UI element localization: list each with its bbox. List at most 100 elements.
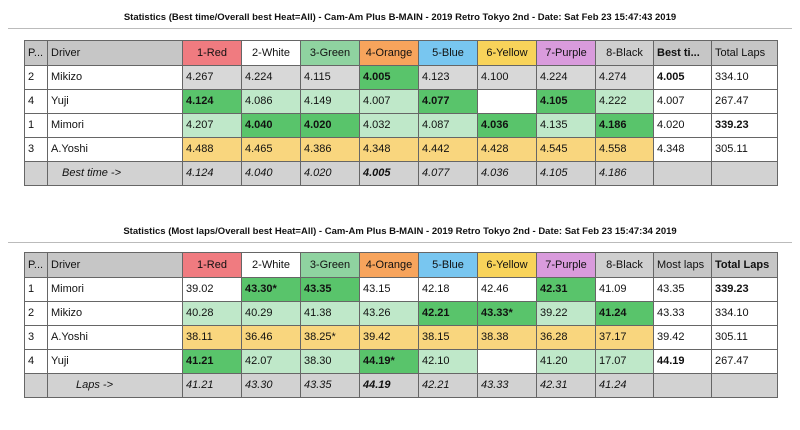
best-time-footer-row: Best time -> 4.124 4.040 4.020 4.005 4.0…	[24, 161, 778, 186]
time-cell: 4.224	[536, 65, 596, 90]
table-row[interactable]: 3 A.Yoshi 4.488 4.465 4.386 4.348 4.442 …	[24, 137, 778, 162]
footer-value: 4.020	[300, 161, 360, 186]
table-row[interactable]: 4 Yuji 4.124 4.086 4.149 4.007 4.077 4.1…	[24, 89, 778, 114]
table-row[interactable]: 4 Yuji 41.21 42.07 38.30 44.19* 42.10 41…	[24, 349, 778, 374]
footer-value: 43.33	[477, 373, 537, 398]
driver-cell: A.Yoshi	[47, 137, 183, 162]
time-cell: 4.267	[182, 65, 242, 90]
col-green-header[interactable]: 3-Green	[300, 40, 360, 66]
col-purple-header[interactable]: 7-Purple	[536, 252, 596, 278]
col-total-header[interactable]: Total Laps	[711, 252, 778, 278]
time-cell: 4.100	[477, 65, 537, 90]
laps-cell: 38.38	[477, 325, 537, 350]
col-yellow-header[interactable]: 6-Yellow	[477, 252, 537, 278]
col-best-header[interactable]: Best ti...	[653, 40, 712, 66]
footer-value: 43.35	[300, 373, 360, 398]
laps-cell: 38.30	[300, 349, 360, 374]
table-row[interactable]: 2 Mikizo 40.28 40.29 41.38 43.26 42.21 4…	[24, 301, 778, 326]
col-driver-header[interactable]: Driver	[47, 252, 183, 278]
best-cell: 4.020	[653, 113, 712, 138]
laps-cell: 37.17	[595, 325, 654, 350]
laps-cell: 38.11	[182, 325, 242, 350]
laps-cell: 42.31	[536, 277, 596, 302]
col-yellow-header[interactable]: 6-Yellow	[477, 40, 537, 66]
table-row[interactable]: 1 Mimori 39.02 43.30* 43.35 43.15 42.18 …	[24, 277, 778, 302]
most-laps-table: P... Driver 1-Red 2-White 3-Green 4-Oran…	[24, 252, 778, 398]
footer-blank-cell	[653, 161, 712, 186]
col-green-header[interactable]: 3-Green	[300, 252, 360, 278]
laps-cell: 42.21	[418, 301, 478, 326]
pos-cell: 2	[24, 65, 48, 90]
driver-cell: Mikizo	[47, 301, 183, 326]
laps-cell: 44.19*	[359, 349, 419, 374]
time-cell: 4.036	[477, 113, 537, 138]
time-cell: 4.040	[241, 113, 301, 138]
col-blue-header[interactable]: 5-Blue	[418, 40, 478, 66]
laps-cell: 38.25*	[300, 325, 360, 350]
pos-cell: 2	[24, 301, 48, 326]
footer-blank-cell	[24, 373, 48, 398]
col-total-header[interactable]: Total Laps	[711, 40, 778, 66]
footer-value: 42.21	[418, 373, 478, 398]
driver-cell: Yuji	[47, 349, 183, 374]
laps-cell: 43.26	[359, 301, 419, 326]
best-time-title: Statistics (Best time/Overall best Heat=…	[123, 12, 677, 23]
col-pos-header[interactable]: P...	[24, 40, 48, 66]
best-cell: 4.007	[653, 89, 712, 114]
col-most-laps-header[interactable]: Most laps	[653, 252, 712, 278]
best-time-table: P... Driver 1-Red 2-White 3-Green 4-Oran…	[24, 40, 778, 186]
driver-cell: Mimori	[47, 113, 183, 138]
col-white-header[interactable]: 2-White	[241, 252, 301, 278]
time-cell: 4.428	[477, 137, 537, 162]
col-white-header[interactable]: 2-White	[241, 40, 301, 66]
laps-cell: 36.46	[241, 325, 301, 350]
total-cell: 339.23	[711, 277, 778, 302]
laps-cell: 17.07	[595, 349, 654, 374]
col-red-header[interactable]: 1-Red	[182, 252, 242, 278]
col-black-header[interactable]: 8-Black	[595, 40, 654, 66]
time-cell: 4.274	[595, 65, 654, 90]
time-cell: 4.115	[300, 65, 360, 90]
driver-cell: A.Yoshi	[47, 325, 183, 350]
laps-cell: 38.15	[418, 325, 478, 350]
best-cell: 4.348	[653, 137, 712, 162]
laps-cell: 41.24	[595, 301, 654, 326]
laps-cell: 42.18	[418, 277, 478, 302]
laps-cell: 41.21	[182, 349, 242, 374]
laps-cell: 42.07	[241, 349, 301, 374]
footer-blank-cell	[711, 161, 778, 186]
total-cell: 267.47	[711, 349, 778, 374]
footer-value: 42.31	[536, 373, 596, 398]
col-blue-header[interactable]: 5-Blue	[418, 252, 478, 278]
time-cell: 4.348	[359, 137, 419, 162]
footer-value: 4.036	[477, 161, 537, 186]
col-driver-header[interactable]: Driver	[47, 40, 183, 66]
title-divider	[8, 28, 792, 29]
time-cell: 4.077	[418, 89, 478, 114]
col-black-header[interactable]: 8-Black	[595, 252, 654, 278]
col-purple-header[interactable]: 7-Purple	[536, 40, 596, 66]
footer-label: Laps ->	[47, 373, 183, 398]
footer-blank-cell	[24, 161, 48, 186]
footer-value: 4.105	[536, 161, 596, 186]
most-laps-cell: 43.33	[653, 301, 712, 326]
table-row[interactable]: 3 A.Yoshi 38.11 36.46 38.25* 39.42 38.15…	[24, 325, 778, 350]
laps-cell: 42.46	[477, 277, 537, 302]
total-cell: 339.23	[711, 113, 778, 138]
table-row[interactable]: 2 Mikizo 4.267 4.224 4.115 4.005 4.123 4…	[24, 65, 778, 90]
time-cell: 4.558	[595, 137, 654, 162]
col-orange-header[interactable]: 4-Orange	[359, 252, 419, 278]
col-pos-header[interactable]: P...	[24, 252, 48, 278]
time-cell: 4.386	[300, 137, 360, 162]
col-red-header[interactable]: 1-Red	[182, 40, 242, 66]
col-orange-header[interactable]: 4-Orange	[359, 40, 419, 66]
footer-label: Best time ->	[47, 161, 183, 186]
footer-value: 44.19	[359, 373, 419, 398]
table-row[interactable]: 1 Mimori 4.207 4.040 4.020 4.032 4.087 4…	[24, 113, 778, 138]
most-laps-cell: 43.35	[653, 277, 712, 302]
laps-cell: 40.29	[241, 301, 301, 326]
pos-cell: 1	[24, 277, 48, 302]
laps-cell: 43.33*	[477, 301, 537, 326]
time-cell: 4.207	[182, 113, 242, 138]
time-cell: 4.224	[241, 65, 301, 90]
